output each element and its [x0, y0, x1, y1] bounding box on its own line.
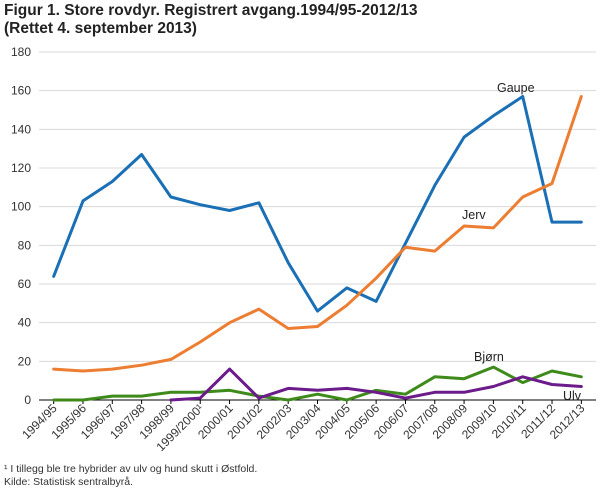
y-tick-label: 20	[18, 354, 32, 368]
series-line-gaupe	[52, 95, 583, 313]
series-label-gaupe: Gaupe	[497, 81, 535, 95]
series-line-jerv	[52, 95, 583, 373]
series-line-ulv	[169, 367, 583, 402]
series-label-bjørn: Bjørn	[474, 350, 504, 364]
y-tick-label: 40	[18, 316, 32, 330]
title-line-1: Figur 1. Store rovdyr. Registrert avgang…	[4, 2, 418, 19]
footnote: ¹ I tillegg ble tre hybrider av ulv og h…	[4, 463, 258, 475]
y-tick-label: 120	[11, 161, 31, 175]
y-tick-label: 180	[11, 45, 31, 59]
y-tick-label: 60	[18, 277, 32, 291]
y-tick-label: 140	[11, 122, 31, 136]
y-tick-label: 160	[11, 84, 31, 98]
series-label-jerv: Jerv	[462, 208, 486, 222]
grid-lines	[39, 51, 596, 401]
y-tick-label: 80	[18, 238, 32, 252]
series-labels: Gaupe Jerv Bjørn Ulv	[462, 81, 582, 403]
y-tick-label: 0	[24, 393, 31, 407]
title-line-2: (Rettet 4. september 2013)	[4, 20, 197, 37]
chart-title: Figur 1. Store rovdyr. Registrert avgang…	[4, 2, 418, 38]
y-tick-label: 100	[11, 200, 31, 214]
series-lines	[52, 95, 583, 402]
source-note: Kilde: Statistisk sentralbyrå.	[4, 476, 133, 488]
x-axis: 1994/951995/961996/971997/981998/991999/…	[19, 400, 588, 454]
series-line-bjørn	[52, 365, 583, 402]
y-axis: 0 20 40 60 80 100 120 140 160 180	[11, 45, 31, 407]
series-label-ulv: Ulv	[563, 389, 582, 403]
